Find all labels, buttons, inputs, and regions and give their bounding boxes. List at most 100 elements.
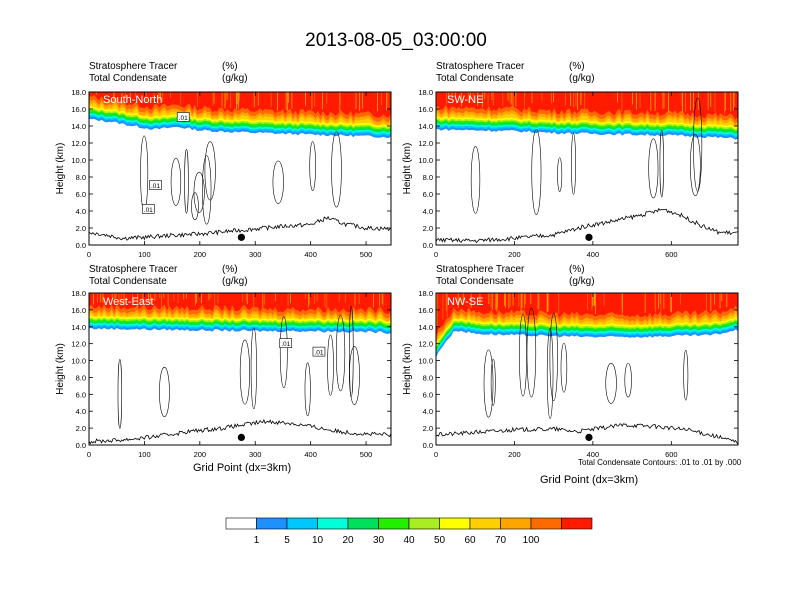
condensate-contour: [546, 328, 554, 420]
y-tick-label: 2.0: [76, 424, 86, 433]
x-tick-label: 100: [138, 250, 151, 259]
x-tick-label: 500: [360, 250, 373, 259]
y-tick-label: 2.0: [423, 424, 433, 433]
panel-3-title-right-2: (g/kg): [222, 276, 248, 287]
colorbar-swatch: [469, 517, 501, 530]
panel-3-tracer-field: [89, 293, 391, 445]
panel-1-frame: [88, 91, 392, 246]
panel-3-title-left-1: Stratosphere Tracer: [89, 264, 178, 275]
panel-2-title-left-1: Stratosphere Tracer: [436, 61, 525, 72]
colorbar-label: 20: [342, 535, 354, 546]
condensate-contour: [279, 316, 288, 389]
x-tick-label: 400: [304, 450, 317, 459]
y-tick-label: 8.0: [76, 173, 86, 182]
y-tick-label: 4.0: [76, 407, 86, 416]
condensate-contour: [331, 131, 342, 208]
colorbar-label: 40: [403, 535, 415, 546]
condensate-contour: [184, 149, 189, 214]
y-axis-label: Height (km): [55, 343, 66, 395]
condensate-contour: [519, 314, 527, 397]
terrain-line: [89, 215, 391, 241]
condensate-contour: [349, 306, 354, 397]
contour-label-box: [279, 338, 293, 348]
y-tick-label: 6.0: [76, 390, 86, 399]
panel-1-tag: South-North: [103, 94, 163, 106]
terrain-line: [89, 418, 391, 445]
panel-2-title-right-1: (%): [569, 61, 585, 72]
condensate-contour: [204, 141, 216, 201]
panel-1-title-left-1: Stratosphere Tracer: [89, 61, 178, 72]
panel-3-xlabel: Grid Point (dx=3km): [193, 462, 292, 474]
panel-3: .01 .01 0.0 2.0 4.0 6.0 8.0 10.0 12.0 14.0 16.0 18.…: [55, 289, 392, 459]
x-tick-label: 200: [508, 450, 521, 459]
condensate-contour: [327, 334, 334, 396]
y-tick-label: 14.0: [71, 122, 86, 131]
y-tick-label: 16.0: [418, 306, 433, 315]
panel-4-tag: NW-SE: [447, 296, 484, 308]
colorbar-swatch: [439, 517, 471, 530]
panel-1: .01 .01 .01 0.0 2.0 4.0 6.0 8.0 10.0 12.0 14.0 16.0…: [55, 88, 392, 259]
condensate-contour: [659, 129, 664, 198]
colorbar-label: 50: [434, 535, 446, 546]
condensate-contour: [309, 141, 316, 191]
tracer-band-11: [89, 293, 391, 314]
condensate-contour: [470, 146, 481, 214]
panel-3-title-right-1: (%): [222, 264, 238, 275]
x-tick-label: 100: [138, 450, 151, 459]
condensate-contour: [349, 346, 360, 405]
location-marker: [237, 233, 245, 241]
panel-2-tracer-field: [436, 92, 738, 244]
colorbar-label: 70: [495, 535, 507, 546]
y-axis-label: Height (km): [402, 143, 413, 195]
location-marker: [585, 433, 593, 441]
y-tick-label: 12.0: [418, 139, 433, 148]
x-tick-label: 400: [587, 250, 600, 259]
colorbar-swatch: [286, 517, 318, 530]
y-tick-label: 8.0: [76, 373, 86, 382]
panel-2-tag: SW-NE: [447, 94, 484, 106]
condensate-contour: [571, 133, 576, 195]
panel-3-frame: [88, 292, 392, 446]
panel-4: 0.0 2.0 4.0 6.0 8.0 10.0 12.0 14.0 16.0 18.0 0 200 4…: [402, 289, 739, 459]
y-tick-label: 18.0: [418, 289, 433, 298]
x-tick-label: 400: [587, 450, 600, 459]
condensate-contour: [557, 157, 563, 192]
y-tick-label: 14.0: [71, 323, 86, 332]
y-tick-label: 6.0: [76, 190, 86, 199]
y-tick-label: 0.0: [76, 241, 86, 250]
y-axis-label: Height (km): [402, 343, 413, 395]
panel-4-frame: [435, 292, 739, 446]
condensate-contour: [304, 362, 311, 417]
condensate-contour: [239, 339, 250, 405]
y-tick-label: 16.0: [418, 105, 433, 114]
panel-2-title-left-2: Total Condensate: [436, 73, 514, 84]
x-tick-label: 600: [665, 250, 678, 259]
x-tick-label: 300: [249, 250, 262, 259]
y-tick-label: 4.0: [423, 407, 433, 416]
condensate-contour: [250, 327, 257, 410]
panel-1-title-left-2: Total Condensate: [89, 73, 167, 84]
y-tick-label: 6.0: [423, 190, 433, 199]
contour-label-box: [149, 180, 162, 190]
colorbar-label: 60: [464, 535, 476, 546]
condensate-contour: [648, 138, 659, 199]
colorbar: 1 5 10 20 30 40 50 60 70 100: [225, 517, 593, 546]
x-tick-label: 0: [434, 250, 438, 259]
colorbar-swatch: [530, 517, 562, 530]
condensate-contour: [605, 362, 617, 404]
y-tick-label: 12.0: [71, 340, 86, 349]
colorbar-swatch: [408, 517, 440, 530]
contour-label: .01: [179, 115, 188, 122]
y-tick-label: 12.0: [71, 139, 86, 148]
y-tick-label: 16.0: [71, 105, 86, 114]
x-tick-label: 400: [304, 250, 317, 259]
y-tick-label: 16.0: [71, 306, 86, 315]
y-axis-label: Height (km): [55, 143, 66, 195]
colorbar-label: 1: [254, 535, 260, 546]
contour-label-box: [312, 346, 326, 357]
x-tick-label: 600: [665, 450, 678, 459]
y-tick-label: 10.0: [71, 156, 86, 165]
panel-1-title-right-1: (%): [222, 61, 238, 72]
x-tick-label: 200: [508, 250, 521, 259]
